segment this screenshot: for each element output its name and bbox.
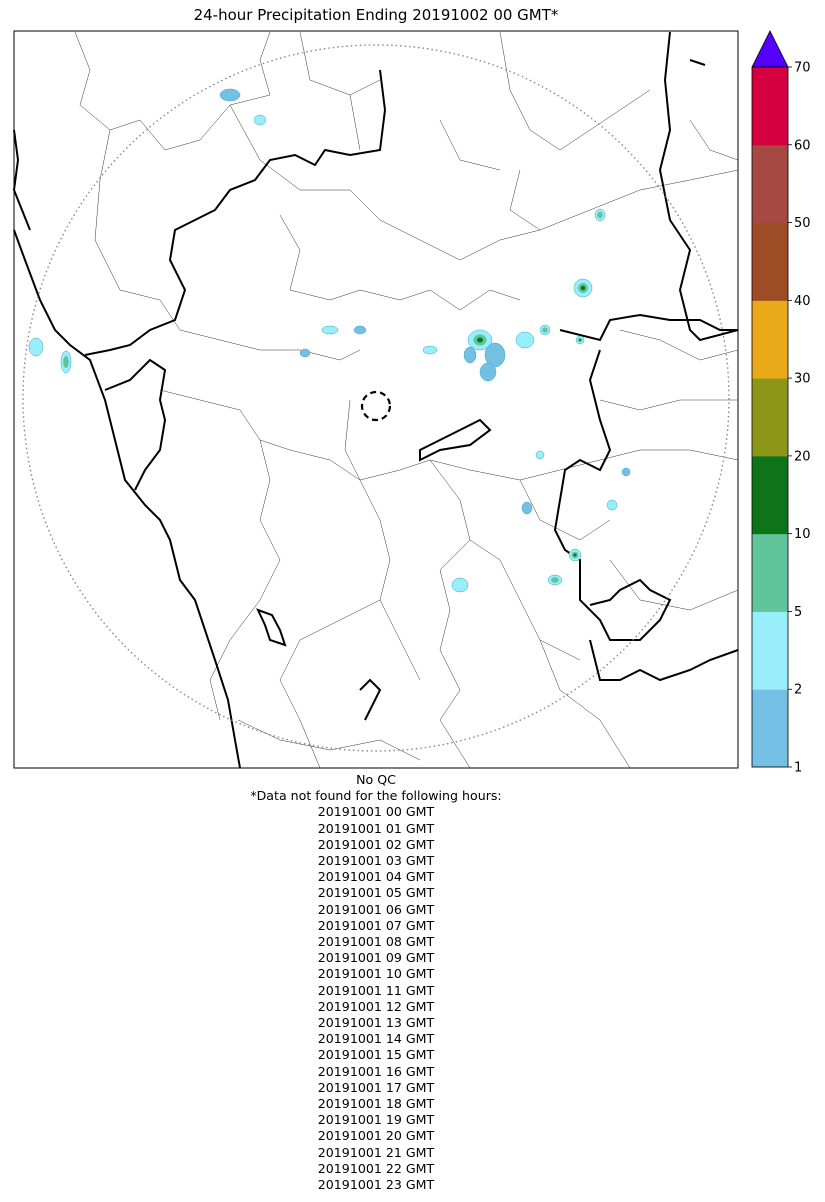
colorbar-segment (752, 533, 788, 612)
precip-cell (28, 337, 44, 357)
missing-hour-item: 20191001 12 GMT (317, 998, 435, 1014)
missing-hour-item: 20191001 19 GMT (317, 1112, 435, 1128)
precip-cell (219, 88, 241, 102)
qc-note: No QC (356, 772, 396, 787)
map-frame (13, 30, 739, 769)
precip-cell (484, 342, 506, 368)
precip-cell (353, 325, 367, 335)
missing-hour-item: 20191001 10 GMT (317, 966, 435, 982)
missing-hour-item: 20191001 01 GMT (317, 820, 435, 836)
missing-hour-item: 20191001 18 GMT (317, 1096, 435, 1112)
colorbar-tick-label: 40 (794, 294, 811, 309)
colorbar-segment (752, 455, 788, 535)
precip-cell (321, 325, 339, 335)
missing-hour-item: 20191001 09 GMT (317, 950, 435, 966)
precip-cell (422, 345, 438, 355)
missing-hour-item: 20191001 11 GMT (317, 982, 435, 998)
colorbar-frame (751, 66, 789, 768)
radar-range-ring (22, 44, 730, 752)
missing-data-header: *Data not found for the following hours: (250, 788, 502, 804)
district-boundaries (74, 31, 739, 769)
colorbar-tick-label: 70 (794, 61, 811, 76)
precip-cell-peak (477, 337, 483, 343)
missing-hour-item: 20191001 00 GMT (317, 804, 435, 820)
precip-cell (521, 501, 533, 515)
missing-hours-list: 20191001 00 GMT 20191001 01 GMT 20191001 0… (14, 804, 738, 1193)
precip-cell (606, 499, 618, 511)
precip-cell (463, 346, 477, 364)
missing-hour-item: 20191001 06 GMT (317, 901, 435, 917)
precip-cell-core (63, 355, 69, 369)
precipitation-cells (28, 88, 631, 593)
missing-hour-item: 20191001 23 GMT (317, 1177, 435, 1193)
colorbar-segment (752, 67, 788, 146)
precip-cell-core (542, 327, 548, 333)
colorbar-segment (752, 300, 788, 379)
colorbar: 1 2 5 10 20 30 40 50 60 70 (751, 30, 811, 776)
colorbar-segment (752, 689, 788, 768)
colorbar-tick-label: 5 (794, 605, 802, 620)
precip-cell-core (597, 211, 603, 219)
missing-hour-item: 20191001 04 GMT (317, 869, 435, 885)
colorbar-segment (752, 222, 788, 301)
missing-hour-item: 20191001 20 GMT (317, 1128, 435, 1144)
missing-hour-item: 20191001 21 GMT (317, 1144, 435, 1160)
colorbar-tick-label: 50 (794, 216, 811, 231)
missing-hour-item: 20191001 14 GMT (317, 1031, 435, 1047)
notes-block: No QC *Data not found for the following … (14, 772, 738, 1193)
colorbar-segment (752, 144, 788, 224)
precip-cell (451, 577, 469, 593)
colorbar-tick-label: 2 (794, 683, 802, 698)
precip-cell (621, 467, 631, 477)
colorbar-segment (752, 378, 788, 457)
missing-hour-item: 20191001 13 GMT (317, 1015, 435, 1031)
missing-hour-item: 20191001 05 GMT (317, 885, 435, 901)
colorbar-tick-label: 10 (794, 527, 811, 542)
precip-cell-core (551, 577, 559, 583)
colorbar-tick-label: 1 (794, 761, 802, 776)
missing-hour-item: 20191001 07 GMT (317, 917, 435, 933)
precip-cell (535, 450, 545, 460)
missing-hour-item: 20191001 02 GMT (317, 836, 435, 852)
colorbar-extend-max (751, 30, 789, 68)
precip-cell (299, 348, 311, 358)
colorbar-tick-label: 60 (794, 138, 811, 153)
precip-cell-peak (579, 339, 581, 341)
precip-cell-peak (573, 553, 577, 557)
precip-cell-peak (580, 285, 586, 291)
missing-hour-item: 20191001 08 GMT (317, 934, 435, 950)
colorbar-segment (752, 611, 788, 690)
precipitation-map (12, 30, 739, 769)
missing-hour-item: 20191001 16 GMT (317, 1063, 435, 1079)
precip-cell (253, 114, 267, 126)
precip-cell (515, 331, 535, 349)
missing-hour-item: 20191001 17 GMT (317, 1079, 435, 1095)
state-boundaries (12, 31, 739, 769)
missing-hour-item: 20191001 15 GMT (317, 1047, 435, 1063)
precip-cell (479, 362, 497, 382)
chart-title: 24-hour Precipitation Ending 20191002 00… (193, 6, 559, 24)
missing-hour-item: 20191001 22 GMT (317, 1160, 435, 1176)
colorbar-tick-label: 20 (794, 449, 811, 464)
missing-hour-item: 20191001 03 GMT (317, 853, 435, 869)
colorbar-tick-label: 30 (794, 372, 811, 387)
radar-site-marker (360, 390, 392, 422)
